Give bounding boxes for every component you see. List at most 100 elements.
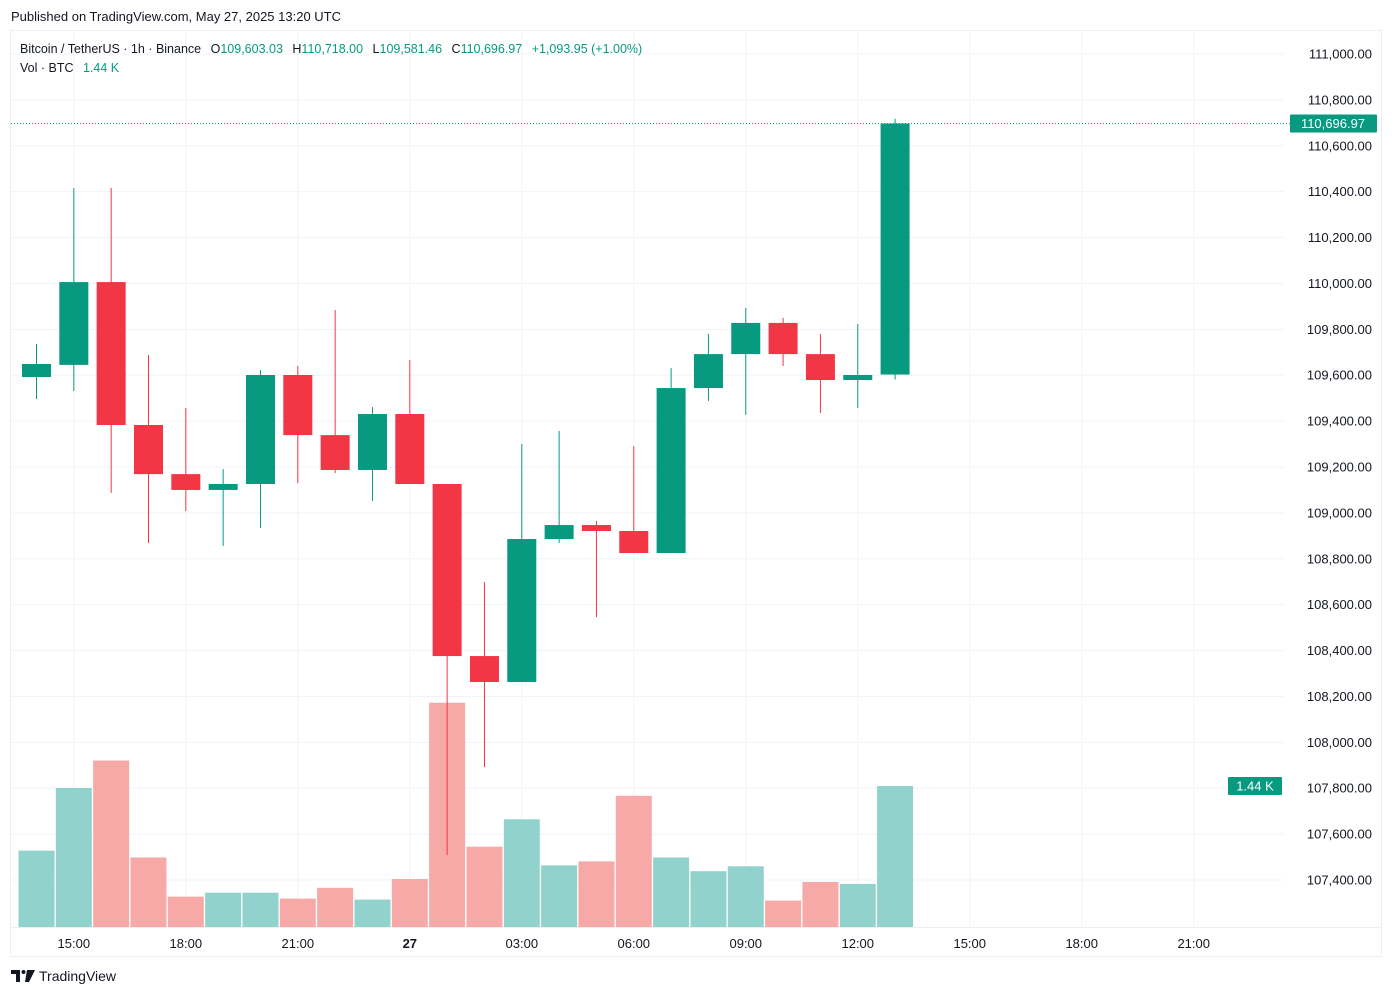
volume-bar xyxy=(242,892,279,927)
candle-down xyxy=(805,354,835,381)
volume-bar xyxy=(765,900,802,927)
tradingview-logo-icon xyxy=(11,970,35,982)
volume-bar xyxy=(503,819,540,927)
time-tick-label: 18:00 xyxy=(170,936,203,951)
ohlc-row: Bitcoin / TetherUS · 1h · Binance O109,6… xyxy=(20,40,642,59)
volume-bar xyxy=(317,887,354,927)
candle-down xyxy=(619,531,649,554)
volume-label[interactable]: Vol · BTC xyxy=(20,61,74,75)
volume-bar xyxy=(541,865,578,927)
price-tick-label: 110,600.00 xyxy=(1308,138,1372,153)
price-tick-label: 108,000.00 xyxy=(1307,735,1372,750)
price-tick-label: 110,200.00 xyxy=(1308,230,1372,245)
time-tick-label: 21:00 xyxy=(1177,936,1210,951)
open-label: O xyxy=(210,42,221,56)
volume-bar xyxy=(615,795,652,927)
price-tick-label: 110,000.00 xyxy=(1308,276,1372,291)
volume-bar xyxy=(93,760,130,927)
volume-bar xyxy=(802,881,839,927)
volume-row: Vol · BTC 1.44 K xyxy=(20,59,642,78)
price-tick-label: 109,600.00 xyxy=(1307,368,1372,383)
time-tick-label: 03:00 xyxy=(506,936,539,951)
volume-value: 1.44 K xyxy=(82,61,120,75)
candle-down xyxy=(283,374,313,436)
volume-bar xyxy=(391,879,428,927)
candle-up xyxy=(544,525,574,540)
volume-bar xyxy=(466,846,503,927)
candle-down xyxy=(96,282,126,426)
high-value: 110,718.00 xyxy=(301,42,364,56)
candle-up xyxy=(208,483,238,490)
volume-bar xyxy=(578,861,615,927)
price-tick-label: 107,400.00 xyxy=(1307,873,1372,888)
volume-bar xyxy=(167,896,204,927)
time-tick-label: 12:00 xyxy=(841,936,874,951)
price-tick-label: 109,200.00 xyxy=(1307,460,1372,475)
candle-up xyxy=(880,123,910,375)
volume-bar xyxy=(690,871,727,927)
candle-up xyxy=(656,388,686,554)
candle-down xyxy=(171,474,201,490)
close-label: C xyxy=(451,42,461,56)
price-tick-label: 110,800.00 xyxy=(1308,92,1372,107)
candle-down xyxy=(768,322,798,355)
time-tick-label: 18:00 xyxy=(1065,936,1098,951)
chart-legend: Bitcoin / TetherUS · 1h · Binance O109,6… xyxy=(20,40,642,78)
high-label: H xyxy=(292,42,302,56)
candle-up xyxy=(507,539,537,682)
last-price-label: 110,696.97 xyxy=(1301,116,1365,131)
candle-up xyxy=(22,363,51,378)
price-tick-label: 110,400.00 xyxy=(1308,184,1372,199)
price-tick-label: 109,000.00 xyxy=(1307,505,1372,520)
candle-up xyxy=(693,354,723,389)
candle-down xyxy=(469,656,499,682)
price-tick-label: 108,400.00 xyxy=(1307,643,1372,658)
price-tick-label: 108,800.00 xyxy=(1307,551,1372,566)
price-tick-label: 108,600.00 xyxy=(1307,597,1372,612)
published-caption: Published on TradingView.com, May 27, 20… xyxy=(11,9,342,24)
volume-bar xyxy=(18,850,55,927)
low-label: L xyxy=(372,42,380,56)
volume-bar xyxy=(205,892,242,927)
candle-up xyxy=(843,374,873,381)
candle-down xyxy=(581,525,611,532)
tradingview-logo[interactable]: TradingView xyxy=(11,968,116,984)
candle-down xyxy=(320,435,350,470)
volume-bar xyxy=(354,899,391,927)
volume-bar xyxy=(727,866,764,927)
candle-up xyxy=(731,322,761,355)
time-tick-label: 15:00 xyxy=(58,936,91,951)
time-tick-label: 27 xyxy=(403,936,417,951)
chart-frame xyxy=(10,30,1382,957)
low-value: 109,581.46 xyxy=(379,42,443,56)
close-value: 110,696.97 xyxy=(460,42,523,56)
change-value: +1,093.95 (+1.00%) xyxy=(531,42,643,56)
time-tick-label: 06:00 xyxy=(618,936,651,951)
price-tick-label: 107,800.00 xyxy=(1307,781,1372,796)
price-tick-label: 107,600.00 xyxy=(1307,827,1372,842)
logo-text: TradingView xyxy=(39,968,117,984)
candle-up xyxy=(245,374,275,484)
last-price-badge xyxy=(1290,114,1377,133)
open-value: 109,603.03 xyxy=(220,42,283,56)
time-tick-label: 15:00 xyxy=(953,936,986,951)
time-tick-label: 21:00 xyxy=(282,936,315,951)
volume-bar xyxy=(839,883,876,927)
price-tick-label: 109,400.00 xyxy=(1307,414,1372,429)
candle-down xyxy=(432,483,462,657)
volume-bar xyxy=(653,857,690,927)
time-tick-label: 09:00 xyxy=(729,936,762,951)
volume-bar xyxy=(279,898,316,927)
volume-bar xyxy=(130,857,167,927)
last-volume-label: 1.44 K xyxy=(1236,779,1274,794)
candle-up xyxy=(59,282,89,365)
candle-up xyxy=(357,413,387,470)
price-tick-label: 109,800.00 xyxy=(1307,322,1372,337)
symbol-label[interactable]: Bitcoin / TetherUS · 1h · Binance xyxy=(20,42,202,56)
price-tick-label: 108,200.00 xyxy=(1307,689,1372,704)
candle-down xyxy=(395,413,425,484)
volume-bar xyxy=(877,786,914,927)
candle-down xyxy=(133,425,163,475)
last-volume-badge xyxy=(1228,777,1282,795)
